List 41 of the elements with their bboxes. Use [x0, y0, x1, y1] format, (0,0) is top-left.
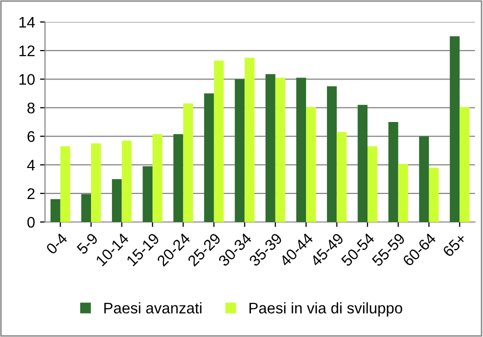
y-tick-label: 14 — [19, 17, 35, 28]
bar — [336, 132, 347, 222]
x-tick-label: 5-9 — [76, 232, 98, 255]
x-tick-label: 65+ — [442, 232, 468, 258]
bar — [152, 134, 162, 222]
bar — [234, 79, 245, 222]
y-tick-label: 8 — [27, 102, 35, 114]
bar — [460, 107, 470, 222]
bar — [428, 168, 439, 222]
bar — [183, 103, 194, 222]
bar — [266, 74, 276, 222]
bar — [398, 164, 408, 222]
bar — [388, 122, 398, 222]
y-tick-label: 6 — [28, 131, 35, 142]
bar — [112, 179, 122, 222]
y-tick-label: 0 — [27, 216, 35, 228]
bar — [142, 166, 152, 222]
bar — [204, 93, 214, 222]
y-tick-label: 10 — [19, 74, 35, 85]
y-tick-label: 2 — [28, 188, 35, 199]
bar — [368, 146, 378, 222]
legend-label: Paesi in via di sviluppo — [250, 302, 402, 317]
y-tick-label: 4 — [27, 160, 35, 170]
bar — [91, 143, 101, 222]
bar — [326, 86, 337, 222]
legend-label: Paesi avanzati — [104, 302, 202, 314]
bar — [173, 134, 184, 222]
y-tick-label: 12 — [19, 45, 35, 56]
bar — [275, 78, 286, 222]
bar — [50, 199, 60, 222]
bar — [419, 136, 429, 222]
bar — [450, 36, 460, 222]
bar — [81, 194, 92, 222]
bar — [296, 78, 306, 222]
bar — [244, 58, 254, 222]
bar — [214, 60, 224, 222]
bar — [60, 146, 70, 222]
x-tick-label: 0-4 — [45, 232, 68, 255]
bar — [358, 104, 368, 222]
bar — [122, 140, 132, 222]
bar — [306, 107, 316, 222]
